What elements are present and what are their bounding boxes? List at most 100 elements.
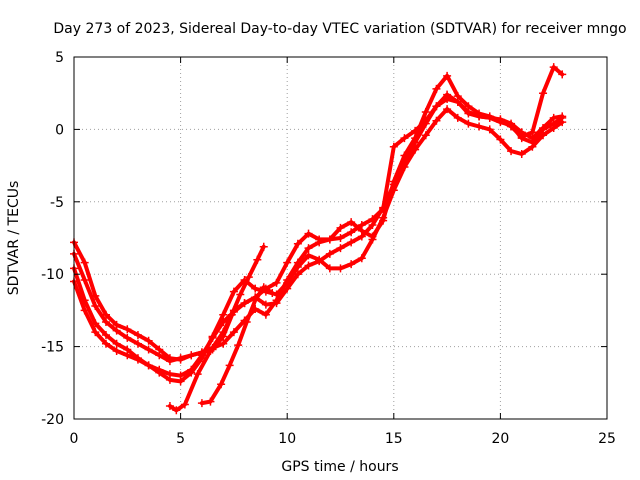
y-tick-label: -5 <box>50 195 64 211</box>
data-point-marker <box>336 223 345 232</box>
data-point-marker <box>155 365 164 374</box>
data-point-marker <box>293 270 302 279</box>
data-point-marker <box>485 112 494 121</box>
data-point-marker <box>123 325 132 334</box>
data-point-marker <box>464 119 473 128</box>
data-point-marker <box>379 216 388 225</box>
data-point-marker <box>347 238 356 247</box>
data-point-marker <box>421 131 430 140</box>
data-point-marker <box>368 220 377 229</box>
data-point-marker <box>453 92 462 101</box>
data-point-marker <box>176 371 185 380</box>
data-point-marker <box>283 258 292 267</box>
data-point-marker <box>315 257 324 266</box>
data-point-marker <box>389 177 398 186</box>
y-tick-label: 0 <box>55 122 64 138</box>
data-point-marker <box>272 296 281 305</box>
data-point-marker <box>304 244 313 253</box>
data-point-marker <box>315 238 324 247</box>
data-point-marker <box>347 228 356 237</box>
data-point-marker <box>507 147 516 156</box>
data-point-marker <box>261 300 270 309</box>
data-point-marker <box>225 361 234 370</box>
data-point-marker <box>101 339 110 348</box>
data-point-marker <box>304 261 313 270</box>
data-point-marker <box>187 351 196 360</box>
data-point-marker <box>336 264 345 273</box>
data-point-marker <box>400 134 409 143</box>
data-point-marker <box>325 235 334 244</box>
data-point-marker <box>123 351 132 360</box>
data-point-marker <box>389 142 398 151</box>
data-point-marker <box>242 317 251 326</box>
data-point-marker <box>208 333 217 342</box>
data-point-marker <box>180 400 189 409</box>
data-point-marker <box>176 354 185 363</box>
data-point-marker <box>421 108 430 117</box>
data-point-marker <box>193 370 202 379</box>
data-point-marker <box>517 150 526 159</box>
data-point-marker <box>347 218 356 227</box>
data-point-marker <box>443 71 452 80</box>
data-point-marker <box>558 113 567 122</box>
data-point-marker <box>475 109 484 118</box>
data-point-marker <box>165 401 174 410</box>
y-tick-label: 5 <box>55 50 64 66</box>
data-point-marker <box>539 89 548 98</box>
data-point-marker <box>251 296 260 305</box>
data-point-marker <box>304 229 313 238</box>
data-point-marker <box>80 258 89 267</box>
data-point-marker <box>283 275 292 284</box>
data-point-marker <box>91 328 100 337</box>
data-point-marker <box>357 226 366 235</box>
data-point-marker <box>325 264 334 273</box>
x-tick-label: 20 <box>491 431 509 447</box>
data-point-marker <box>443 105 452 114</box>
y-tick-label: -15 <box>41 340 64 356</box>
data-point-marker <box>133 339 142 348</box>
x-tick-label: 0 <box>70 431 79 447</box>
data-point-marker <box>219 328 228 337</box>
data-point-marker <box>259 283 268 292</box>
axis-ticks: 0 5 10 15 20 25 5 0 -5 -10 -15 -20 <box>41 50 616 447</box>
data-point-marker <box>347 260 356 269</box>
data-point-marker <box>517 132 526 141</box>
data-point-marker <box>485 125 494 134</box>
x-tick-label: 5 <box>176 431 185 447</box>
data-point-marker <box>165 357 174 366</box>
chart-title: Day 273 of 2023, Sidereal Day-to-day VTE… <box>53 21 626 37</box>
data-point-marker <box>549 119 558 128</box>
data-point-marker <box>240 299 249 308</box>
data-point-marker <box>101 331 110 340</box>
data-point-marker <box>219 339 228 348</box>
data-point-marker <box>80 275 89 284</box>
data-point-marker <box>206 397 215 406</box>
data-point-marker <box>464 102 473 111</box>
y-tick-label: -10 <box>41 267 64 283</box>
data-point-marker <box>144 345 153 354</box>
data-point-marker <box>528 128 537 137</box>
data-point-marker <box>123 333 132 342</box>
data-point-marker <box>206 346 215 355</box>
data-point-marker <box>80 306 89 315</box>
data-point-marker <box>259 242 268 251</box>
data-point-marker <box>496 135 505 144</box>
data-series <box>70 63 567 415</box>
data-point-marker <box>539 125 548 134</box>
data-point-marker <box>165 370 174 379</box>
data-point-marker <box>400 151 409 160</box>
data-point-marker <box>112 346 121 355</box>
data-point-marker <box>155 351 164 360</box>
data-point-marker <box>507 122 516 131</box>
data-point-marker <box>101 317 110 326</box>
data-point-marker <box>236 290 245 299</box>
data-point-marker <box>357 254 366 263</box>
y-tick-label: -20 <box>41 412 64 428</box>
data-point-marker <box>227 310 236 319</box>
data-point-marker <box>91 302 100 311</box>
series-line-track-a <box>72 97 565 362</box>
data-point-marker <box>219 317 228 326</box>
plot-frame <box>73 56 608 420</box>
data-point-marker <box>558 70 567 79</box>
